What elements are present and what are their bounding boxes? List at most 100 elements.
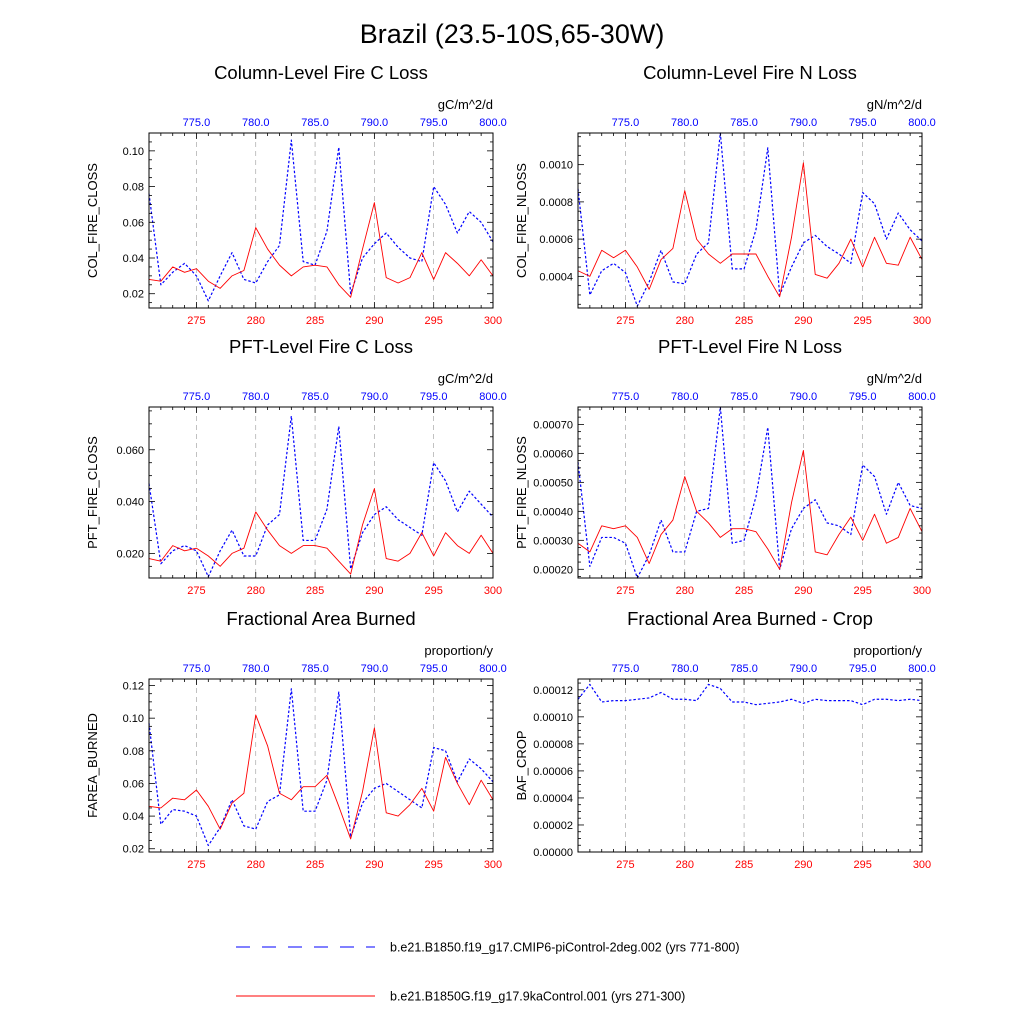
top-tick-label: 795.0: [849, 391, 877, 403]
legend-label-1: b.e21.B1850.f19_g17.CMIP6-piControl-2deg…: [390, 941, 740, 955]
y-axis-label: PFT_FIRE_NLOSS: [514, 436, 529, 549]
x-tick-label: 300: [484, 315, 502, 327]
top-tick-label: 780.0: [242, 391, 270, 403]
x-tick-label: 280: [676, 859, 694, 871]
figure-title: Brazil (23.5-10S,65-30W): [360, 19, 665, 49]
y-tick-label: 0.00030: [533, 535, 573, 547]
chart-panel-4: PFT-Level Fire N Loss gN/m^2/d PFT_FIRE_NL…: [514, 336, 936, 597]
y-tick-label: 0.00004: [533, 793, 573, 805]
x-tick-label: 290: [365, 859, 383, 871]
chart-title: PFT-Level Fire C Loss: [229, 336, 413, 357]
top-tick-label: 795.0: [849, 117, 877, 129]
y-axis-label: COL_FIRE_NLOSS: [514, 163, 529, 278]
chart-panel-1: Column-Level Fire C Loss gC/m^2/d COL_FIRE…: [85, 62, 507, 327]
y-tick-label: 0.00050: [533, 477, 573, 489]
y-tick-label: 0.0006: [539, 234, 573, 246]
x-tick-label: 295: [425, 585, 443, 597]
x-tick-label: 280: [247, 859, 265, 871]
series-line-1: [577, 406, 923, 579]
y-tick-label: 0.0010: [539, 160, 573, 172]
top-tick-label: 800.0: [479, 663, 507, 675]
top-tick-label: 780.0: [671, 663, 699, 675]
x-tick-label: 285: [306, 315, 324, 327]
chart-title: Fractional Area Burned: [226, 608, 415, 629]
y-tick-label: 0.040: [116, 497, 144, 509]
x-tick-label: 285: [735, 859, 753, 871]
x-tick-label: 295: [854, 585, 872, 597]
x-tick-label: 300: [484, 859, 502, 871]
x-tick-label: 290: [794, 585, 812, 597]
top-tick-label: 790.0: [361, 391, 389, 403]
y-axis-label: FAREA_BURNED: [85, 713, 100, 818]
legend: b.e21.B1850.f19_g17.CMIP6-piControl-2deg…: [236, 941, 740, 1004]
x-tick-label: 280: [247, 585, 265, 597]
y-tick-label: 0.04: [123, 811, 144, 823]
top-tick-label: 775.0: [612, 117, 640, 129]
y-tick-label: 0.00002: [533, 820, 573, 832]
x-tick-label: 285: [735, 585, 753, 597]
units-label: proportion/y: [424, 643, 493, 658]
y-axis-label: COL_FIRE_CLOSS: [85, 163, 100, 278]
y-tick-label: 0.0008: [539, 197, 573, 209]
top-tick-label: 775.0: [183, 391, 211, 403]
top-tick-label: 785.0: [730, 117, 758, 129]
chart-title: PFT-Level Fire N Loss: [658, 336, 842, 357]
y-tick-label: 0.00008: [533, 739, 573, 751]
top-tick-label: 785.0: [301, 663, 329, 675]
x-tick-label: 300: [913, 859, 931, 871]
y-tick-label: 0.12: [123, 681, 144, 693]
y-tick-label: 0.02: [123, 289, 144, 301]
x-tick-label: 300: [913, 315, 931, 327]
top-tick-label: 785.0: [301, 391, 329, 403]
x-tick-label: 295: [425, 315, 443, 327]
x-tick-label: 275: [187, 315, 205, 327]
chart-panel-6: Fractional Area Burned - Crop proportion/…: [514, 608, 936, 871]
x-tick-label: 275: [187, 585, 205, 597]
x-tick-label: 275: [616, 859, 634, 871]
x-tick-label: 285: [735, 315, 753, 327]
top-tick-label: 795.0: [420, 117, 448, 129]
x-tick-label: 275: [187, 859, 205, 871]
top-tick-label: 790.0: [790, 663, 818, 675]
y-axis-label: BAF_CROP: [514, 730, 529, 800]
top-tick-label: 795.0: [849, 663, 877, 675]
y-tick-label: 0.08: [123, 746, 144, 758]
top-tick-label: 790.0: [790, 117, 818, 129]
series-line-1: [148, 415, 494, 578]
y-tick-label: 0.10: [123, 146, 144, 158]
top-tick-label: 800.0: [908, 663, 936, 675]
top-tick-label: 785.0: [730, 663, 758, 675]
x-tick-label: 285: [306, 859, 324, 871]
top-tick-label: 775.0: [612, 663, 640, 675]
top-tick-label: 775.0: [183, 117, 211, 129]
top-tick-label: 800.0: [908, 391, 936, 403]
chart-panel-5: Fractional Area Burned proportion/y FAREA_…: [85, 608, 507, 871]
y-tick-label: 0.00070: [533, 419, 573, 431]
y-tick-label: 0.02: [123, 844, 144, 856]
units-label: gN/m^2/d: [867, 371, 922, 386]
series-line-1: [148, 688, 494, 847]
series-line-1: [577, 132, 923, 307]
units-label: gC/m^2/d: [438, 371, 493, 386]
legend-label-2: b.e21.B1850G.f19_g17.9kaControl.001 (yrs…: [390, 990, 685, 1004]
series-line-2: [577, 450, 923, 570]
chart-title: Column-Level Fire N Loss: [643, 62, 857, 83]
y-tick-label: 0.08: [123, 182, 144, 194]
chart-panel-3: PFT-Level Fire C Loss gC/m^2/d PFT_FIRE_CL…: [85, 336, 507, 597]
top-tick-label: 785.0: [730, 391, 758, 403]
y-tick-label: 0.060: [116, 445, 144, 457]
top-tick-label: 780.0: [242, 117, 270, 129]
y-tick-label: 0.00060: [533, 448, 573, 460]
y-tick-label: 0.020: [116, 548, 144, 560]
x-tick-label: 290: [365, 585, 383, 597]
plot-frame: [577, 406, 923, 579]
top-tick-label: 800.0: [479, 391, 507, 403]
top-tick-label: 795.0: [420, 663, 448, 675]
top-tick-label: 775.0: [183, 663, 211, 675]
x-tick-label: 295: [425, 859, 443, 871]
x-tick-label: 290: [794, 315, 812, 327]
y-tick-label: 0.04: [123, 253, 144, 265]
top-tick-label: 790.0: [790, 391, 818, 403]
top-tick-label: 795.0: [420, 391, 448, 403]
series-line-2: [148, 202, 494, 298]
